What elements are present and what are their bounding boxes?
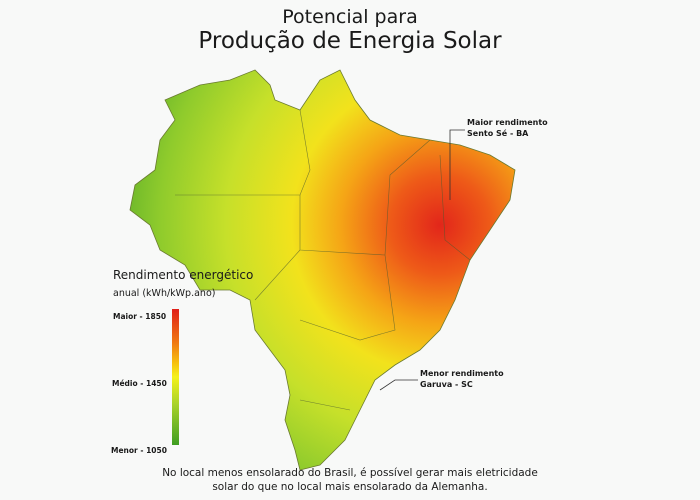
legend-color-scale [172,309,179,445]
annotation-max-place: Sento Sé - BA [467,129,529,138]
state-borders [175,109,471,411]
title-line2: Produção de Energia Solar [198,28,502,54]
brazil-territory [129,69,516,471]
legend-max: Maior - 1850 [113,312,167,321]
footer-note: No local menos ensolarado do Brasil, é p… [0,466,700,494]
legend-min: Menor - 1050 [111,446,167,455]
annotation-leaders [379,129,465,391]
title-line1: Potencial para [282,6,418,28]
legend-title: Rendimento energético [113,268,254,282]
annotation-min: Menor rendimento Garuva - SC [420,368,504,390]
annotation-min-label: Menor rendimento [420,369,504,378]
annotation-max: Maior rendimento Sento Sé - BA [467,117,548,139]
footer-line1: No local menos ensolarado do Brasil, é p… [162,467,538,479]
annotation-max-label: Maior rendimento [467,118,548,127]
annotation-min-place: Garuva - SC [420,380,473,389]
legend-unit: anual (kWh/kWp.ano) [113,288,216,299]
footer-line2: solar do que no local mais ensolarado da… [212,481,488,493]
legend-mid: Médio - 1450 [112,379,167,388]
